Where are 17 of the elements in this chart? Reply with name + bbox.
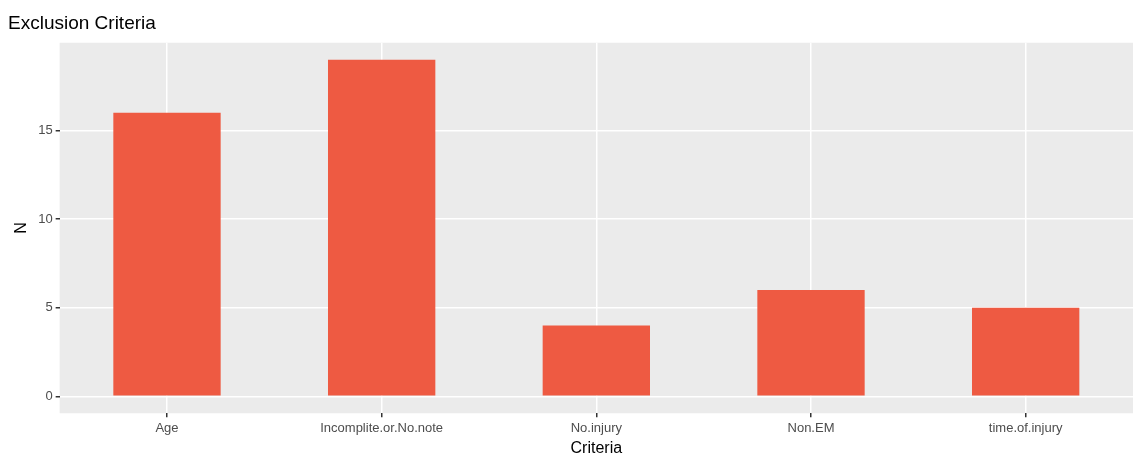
y-tick-label: 0 — [45, 387, 53, 403]
x-tick-label: Non.EM — [787, 419, 835, 435]
bar — [972, 307, 1080, 396]
x-tick-label: Incomplite.or.No.note — [320, 419, 444, 435]
y-tick-label: 5 — [45, 299, 53, 315]
bar — [113, 112, 221, 396]
y-tick-label: 10 — [38, 210, 53, 226]
x-tick-label: No.injury — [570, 419, 623, 435]
chart-title: Exclusion Criteria — [8, 11, 157, 33]
x-tick-label: time.of.injury — [988, 419, 1063, 435]
x-tick-label: Age — [155, 419, 179, 435]
y-axis-title: N — [12, 222, 30, 234]
x-axis-title: Criteria — [570, 438, 623, 456]
y-tick-label: 15 — [38, 122, 53, 138]
bar — [542, 325, 650, 396]
bar — [328, 59, 436, 396]
bar — [757, 290, 865, 396]
